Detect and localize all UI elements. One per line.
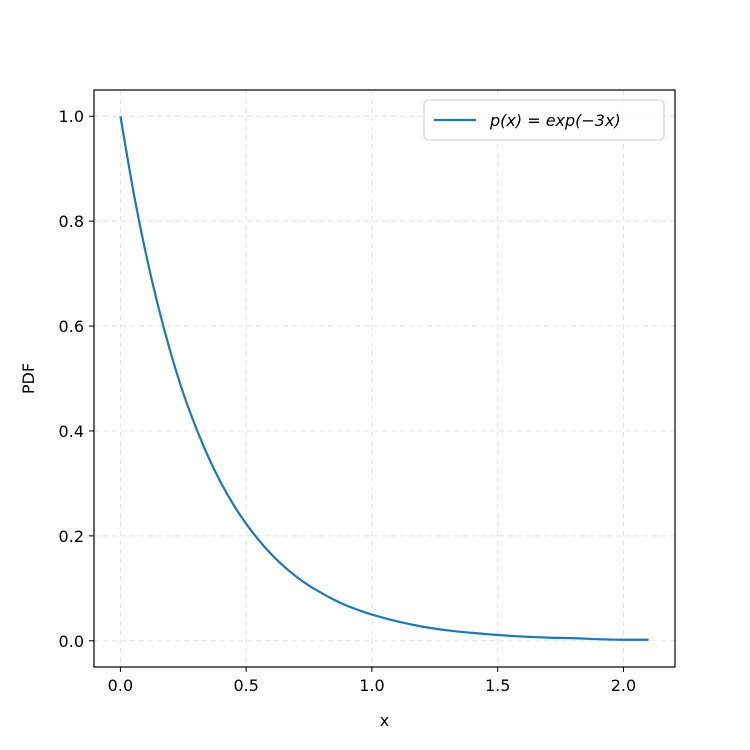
y-tick-label: 1.0 — [59, 107, 84, 126]
data-point — [547, 637, 548, 638]
plot-frame — [93, 89, 676, 668]
series-line — [119, 116, 649, 641]
data-point — [648, 639, 649, 640]
x-tick-label: 1.0 — [359, 676, 384, 695]
x-tick-label: 2.0 — [611, 676, 636, 695]
data-point — [497, 634, 498, 635]
data-point — [145, 251, 146, 252]
data-point — [422, 626, 423, 627]
y-tick-label: 0.8 — [59, 212, 84, 231]
data-point — [208, 457, 209, 458]
data-point — [334, 599, 335, 600]
series-layer — [119, 116, 649, 641]
data-point — [371, 614, 372, 615]
data-point — [195, 427, 196, 428]
x-axis-label: x — [380, 711, 389, 730]
grid — [94, 90, 675, 667]
data-point — [183, 393, 184, 394]
ticks: 0.0 0.5 1.0 1.5 2.0 0.0 0.2 0.4 0.6 0.8 1.0 — [59, 107, 637, 695]
data-point — [220, 482, 221, 483]
legend: p(x) = exp(−3x) — [423, 99, 665, 141]
data-point — [158, 306, 159, 307]
data-point — [573, 638, 574, 639]
data-point — [623, 639, 624, 640]
data-point — [522, 636, 523, 637]
x-tick-label: 1.5 — [485, 676, 510, 695]
data-point — [233, 504, 234, 505]
data-point — [346, 605, 347, 606]
x-tick-label: 0.0 — [108, 676, 133, 695]
data-point — [132, 189, 133, 190]
data-point — [396, 621, 397, 622]
data-point — [472, 632, 473, 633]
legend-box — [423, 99, 665, 141]
y-tick-label: 0.0 — [59, 632, 84, 651]
x-tick-label: 0.5 — [233, 676, 258, 695]
data-point — [296, 576, 297, 577]
data-point — [246, 523, 247, 524]
legend-label: p(x) = exp(−3x) — [489, 111, 621, 130]
plot-area — [94, 90, 675, 667]
y-tick-label: 0.2 — [59, 527, 84, 546]
y-axis-label: PDF — [19, 363, 38, 394]
data-point — [271, 554, 272, 555]
data-point — [120, 116, 121, 117]
data-point — [359, 610, 360, 611]
data-point — [170, 352, 171, 353]
data-point — [321, 592, 322, 593]
data-point — [258, 539, 259, 540]
y-tick-label: 0.4 — [59, 422, 84, 441]
data-point — [308, 585, 309, 586]
y-tick-label: 0.6 — [59, 317, 84, 336]
data-point — [283, 566, 284, 567]
data-point — [447, 630, 448, 631]
data-point — [598, 639, 599, 640]
